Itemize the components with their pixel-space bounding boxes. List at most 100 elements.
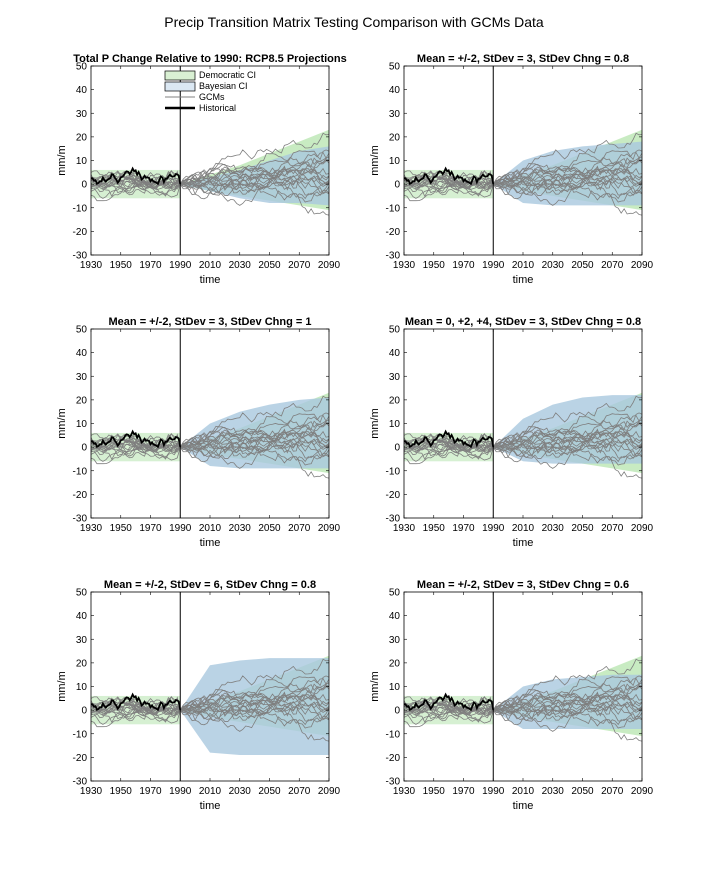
x-tick-label: 2070 [288, 523, 311, 534]
gcm-trace-13 [91, 152, 329, 196]
y-tick-label: 0 [394, 443, 400, 454]
panel-title: Total P Change Relative to 1990: RCP8.5 … [73, 53, 346, 65]
historical-trace [404, 166, 495, 186]
gcm-trace-1 [91, 152, 329, 198]
y-axis-label: mm/m [369, 408, 381, 439]
y-axis-label: mm/m [369, 145, 381, 176]
legend-label-2: Bayesian CI [199, 81, 248, 91]
y-tick-label: 20 [76, 132, 88, 143]
gcm-trace-17 [404, 704, 642, 732]
y-tick-label: -10 [386, 729, 401, 740]
gcm-trace-17 [91, 178, 329, 206]
y-tick-label: 30 [76, 372, 88, 383]
legend-label-1: Democratic CI [199, 70, 256, 80]
x-axis-label: time [200, 537, 221, 549]
x-tick-label: 1950 [110, 786, 133, 797]
x-tick-label: 1930 [80, 260, 103, 271]
x-axis-label: time [513, 800, 534, 812]
x-tick-label: 2050 [258, 260, 281, 271]
panel-title: Mean = +/-2, StDev = 3, StDev Chng = 0.6 [417, 579, 629, 591]
y-tick-label: 20 [76, 658, 88, 669]
y-tick-label: -20 [73, 753, 88, 764]
chart-panel-1: 1930 1950 1970 1990 2010 2030 2050 2070 2090-30-… [56, 53, 347, 286]
gcm-trace-20 [91, 159, 329, 190]
y-tick-label: 40 [389, 611, 401, 622]
x-tick-label: 2030 [542, 523, 565, 534]
gcm-trace-13 [404, 678, 642, 722]
x-tick-label: 2090 [318, 523, 341, 534]
y-tick-label: 30 [76, 109, 88, 120]
plot-area [91, 655, 329, 756]
y-tick-label: 10 [76, 682, 88, 693]
y-tick-label: 10 [389, 156, 401, 167]
y-tick-label: -10 [73, 203, 88, 214]
x-axis-label: time [200, 800, 221, 812]
gcm-trace-19 [404, 156, 642, 200]
legend-label-4: Historical [199, 103, 236, 113]
x-tick-label: 2090 [631, 260, 654, 271]
gcm-trace-15 [91, 162, 329, 194]
gcm-trace-1 [91, 678, 329, 724]
gcm-trace-15 [404, 688, 642, 720]
gcm-trace-13 [91, 678, 329, 722]
x-tick-label: 2030 [229, 786, 252, 797]
historical-trace [91, 692, 182, 712]
x-tick-label: 1990 [482, 786, 505, 797]
y-tick-label: 20 [389, 132, 401, 143]
y-tick-label: -20 [73, 227, 88, 238]
x-tick-label: 2010 [199, 260, 222, 271]
y-axis-label: mm/m [56, 671, 68, 702]
historical-trace [91, 166, 182, 186]
gcm-trace-20 [91, 422, 329, 453]
gcm-trace-19 [91, 156, 329, 200]
y-axis-label: mm/m [56, 408, 68, 439]
legend-swatch-2 [164, 81, 196, 92]
plot-area [91, 392, 329, 479]
y-tick-label: 50 [389, 588, 401, 599]
x-tick-label: 1930 [80, 523, 103, 534]
y-tick-label: 20 [389, 395, 401, 406]
x-tick-label: 2030 [542, 260, 565, 271]
y-tick-label: 20 [389, 658, 401, 669]
x-tick-label: 2030 [229, 523, 252, 534]
gcm-trace-1 [404, 678, 642, 724]
gcm-trace-16 [91, 700, 329, 729]
y-tick-label: -20 [386, 753, 401, 764]
panel-title: Mean = +/-2, StDev = 6, StDev Chng = 0.8 [104, 579, 316, 591]
gcm-trace-19 [404, 682, 642, 726]
x-tick-label: 2050 [571, 523, 594, 534]
gcm-trace-11 [91, 433, 329, 479]
y-tick-label: 10 [76, 156, 88, 167]
gcm-trace-19 [404, 419, 642, 463]
gcm-trace-17 [404, 441, 642, 469]
x-tick-label: 2070 [601, 786, 624, 797]
y-tick-label: 0 [81, 180, 87, 191]
y-tick-label: 50 [389, 62, 401, 73]
gcm-trace-11 [404, 433, 642, 479]
plot-area [404, 655, 642, 742]
x-tick-label: 1950 [110, 523, 133, 534]
y-tick-label: 40 [389, 85, 401, 96]
gcm-trace-10 [404, 694, 642, 716]
y-tick-label: 10 [76, 419, 88, 430]
chart-panel-3: 1930 1950 1970 1990 2010 2030 2050 2070 2090-30-… [56, 316, 341, 549]
bayesian-ci-band [493, 674, 642, 730]
y-tick-label: -30 [386, 777, 401, 788]
gcm-trace-20 [404, 159, 642, 190]
y-tick-label: -30 [73, 777, 88, 788]
y-tick-label: 40 [76, 348, 88, 359]
gcm-trace-20 [91, 685, 329, 716]
gcm-trace-17 [404, 178, 642, 206]
y-tick-label: 20 [76, 395, 88, 406]
plot-area [91, 129, 329, 216]
panel-title: Mean = 0, +2, +4, StDev = 3, StDev Chng … [405, 316, 641, 328]
gcm-trace-16 [91, 437, 329, 466]
x-tick-label: 2050 [258, 786, 281, 797]
y-axis-label: mm/m [369, 671, 381, 702]
x-tick-label: 2090 [318, 260, 341, 271]
x-tick-label: 2030 [229, 260, 252, 271]
y-tick-label: 30 [76, 635, 88, 646]
y-tick-label: -20 [386, 490, 401, 501]
plot-area [404, 129, 642, 216]
y-tick-label: -20 [386, 227, 401, 238]
